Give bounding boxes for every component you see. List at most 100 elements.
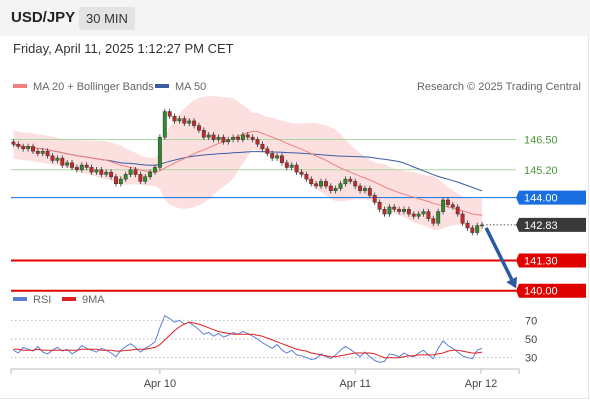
level-tag-support: [516, 283, 586, 298]
candle-body: [343, 178, 348, 185]
candle-body: [377, 202, 382, 210]
rsi-tick-label: 50: [525, 334, 537, 346]
candle-body: [358, 185, 363, 191]
rsi-legend-swatch: [13, 297, 27, 301]
ma20-legend-swatch: [13, 84, 27, 88]
candle-body: [333, 188, 338, 191]
candle-body: [294, 164, 299, 173]
level-label-resistance: 146.50: [524, 135, 558, 147]
candle-body: [314, 183, 319, 187]
rsi-line: [13, 314, 483, 363]
candle-body: [138, 174, 143, 182]
candle-body: [226, 139, 231, 143]
current-price-tag: [516, 217, 586, 232]
candle-body: [289, 164, 294, 168]
candle-body: [406, 209, 411, 215]
price-plot-area: 146.50 145.20 144.00 141.30 140.00 142.83: [11, 95, 586, 298]
rsi-tick-label: 30: [525, 353, 537, 365]
level-label-pivot: 144.00: [524, 193, 558, 205]
candle-body: [197, 125, 201, 131]
level-label-support: 141.30: [524, 255, 558, 267]
candle-body: [309, 178, 314, 185]
candle-body: [475, 225, 480, 233]
candle-body: [260, 143, 265, 150]
candle-body: [133, 169, 138, 175]
candle-body: [231, 136, 236, 140]
x-axis: Apr 10 Apr 11 Apr 12: [10, 369, 520, 390]
candle-body: [265, 148, 270, 154]
candle-body: [60, 157, 65, 166]
rsi-tick-label: 70: [525, 315, 537, 327]
candle-body: [480, 224, 485, 227]
candle-body: [216, 136, 221, 140]
candle-body: [299, 171, 304, 175]
copyright-text: Research © 2025 Trading Central: [417, 81, 581, 93]
candle-body: [45, 150, 50, 157]
candle-body: [236, 136, 240, 140]
candle-body: [367, 188, 372, 196]
candle-body: [157, 136, 162, 168]
rsi-ma-line: [13, 321, 483, 359]
candle-body: [21, 146, 26, 150]
candle-body: [89, 167, 94, 173]
candle-body: [99, 169, 104, 175]
rsi-plot-area: 70 50 30: [11, 314, 537, 365]
level-tag-pivot: [516, 190, 586, 205]
candle-body: [240, 134, 245, 140]
candle-body: [84, 164, 89, 168]
candle-body: [148, 171, 153, 178]
candle-body: [187, 120, 192, 124]
candle-body: [74, 167, 79, 170]
candle-body: [421, 211, 426, 215]
candle-body: [182, 118, 187, 124]
candle-body: [109, 171, 114, 178]
candle-body: [65, 162, 70, 166]
candle-body: [162, 111, 167, 138]
candle-body: [338, 183, 343, 189]
ma50-legend-swatch: [155, 84, 169, 88]
candle-body: [431, 218, 436, 224]
rsi-ma-legend-label: 9MA: [82, 294, 105, 306]
candle-body: [450, 204, 455, 208]
candle-body: [465, 223, 470, 229]
rsi-ma-legend-swatch: [62, 297, 76, 301]
candle-body: [275, 155, 280, 159]
chart-timestamp: Friday, April 11, 2025 1:12:27 PM CET: [13, 41, 234, 56]
candle-body: [460, 213, 465, 224]
candle-body: [353, 181, 358, 187]
candle-body: [118, 178, 123, 185]
current-price-label: 142.83: [524, 220, 558, 232]
candle-body: [387, 206, 392, 215]
candle-body: [445, 199, 450, 205]
candle-body: [35, 150, 40, 154]
candle-body: [416, 213, 421, 217]
level-label-support: 140.00: [524, 286, 558, 298]
candle-body: [40, 150, 45, 154]
candle-body: [104, 171, 109, 175]
candle-body: [192, 120, 197, 126]
level-label-resistance: 145.20: [524, 165, 558, 177]
candle-body: [284, 162, 289, 168]
candle-body: [319, 181, 323, 187]
forecast-arrow-shaft: [484, 227, 514, 281]
candle-body: [143, 176, 148, 182]
candle-body: [167, 111, 172, 117]
candle-body: [397, 209, 402, 212]
candle-body: [348, 178, 353, 182]
ma20-legend-label: MA 20 + Bollinger Bands: [33, 81, 154, 93]
candle-body: [31, 146, 35, 152]
candle-body: [94, 169, 99, 173]
candle-body: [250, 136, 255, 140]
x-tick-label: Apr 12: [465, 378, 497, 390]
candle-body: [441, 199, 446, 212]
candle-body: [172, 116, 177, 122]
candle-body: [50, 155, 55, 161]
candle-body: [402, 209, 406, 212]
candle-body: [211, 134, 216, 140]
timeframe-badge[interactable]: 30 MIN: [79, 7, 135, 30]
candle-body: [177, 118, 182, 122]
candle-body: [372, 195, 377, 203]
candle-body: [221, 136, 226, 143]
candle-body: [55, 157, 60, 161]
